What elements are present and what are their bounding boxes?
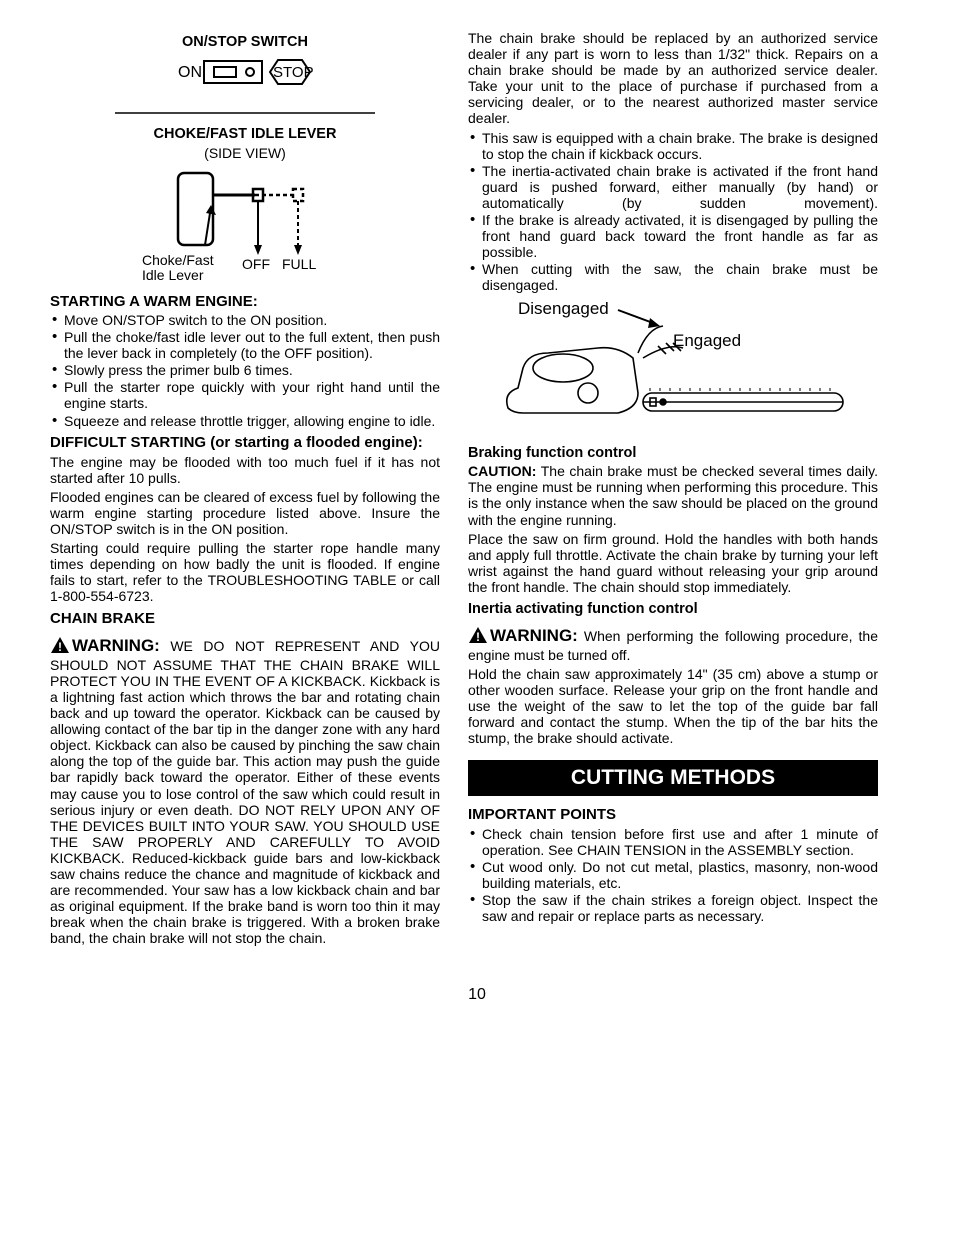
- svg-text:OFF: OFF: [242, 256, 270, 272]
- inertia-warning: ! WARNING: When performing the following…: [468, 626, 878, 663]
- important-list: Check chain tension before first use and…: [468, 826, 878, 925]
- list-item: Stop the saw if the chain strikes a fore…: [468, 892, 878, 924]
- switch-block: ON/STOP SWITCH ON STOP: [50, 34, 440, 118]
- right-column: The chain brake should be replaced by an…: [468, 30, 878, 950]
- svg-text:!: !: [476, 630, 480, 644]
- switch-title: ON/STOP SWITCH: [50, 34, 440, 51]
- choke-diagram: Choke/Fast Idle Lever OFF FULL: [50, 165, 440, 288]
- list-item: When cutting with the saw, the chain bra…: [468, 261, 878, 293]
- list-item: Pull the starter rope quickly with your …: [50, 379, 440, 411]
- choke-block: CHOKE/FAST IDLE LEVER (SIDE VIEW): [50, 126, 440, 288]
- chain-brake-title: CHAIN BRAKE: [50, 610, 440, 627]
- brake-diagram: Disengaged Engaged: [488, 298, 878, 441]
- warning-label: WARNING:: [72, 636, 160, 655]
- difficult-p3: Starting could require pulling the start…: [50, 540, 440, 604]
- braking-title: Braking function control: [468, 445, 878, 462]
- svg-text:Choke/Fast: Choke/Fast: [142, 252, 214, 268]
- switch-diagram: ON STOP: [50, 55, 440, 98]
- difficult-title: DIFFICULT STARTING (or starting a floode…: [50, 434, 440, 452]
- list-item: Slowly press the primer bulb 6 times.: [50, 362, 440, 378]
- page-container: ON/STOP SWITCH ON STOP CHOKE/FAST IDLE L…: [0, 0, 954, 980]
- svg-text:FULL: FULL: [282, 256, 316, 272]
- svg-text:!: !: [58, 640, 62, 654]
- chain-warning: ! WARNING: WE DO NOT REPRESENT AND YOU S…: [50, 636, 440, 947]
- disengaged-label: Disengaged: [518, 299, 609, 318]
- difficult-p1: The engine may be flooded with too much …: [50, 454, 440, 486]
- brake-list: This saw is equipped with a chain brake.…: [468, 130, 878, 294]
- warning-label: WARNING:: [490, 626, 578, 645]
- list-item: If the brake is already activated, it is…: [468, 212, 878, 260]
- warm-title: STARTING A WARM ENGINE:: [50, 293, 440, 310]
- inertia-title: Inertia activating function control: [468, 601, 878, 618]
- warning-icon: !: [468, 626, 488, 647]
- warm-list: Move ON/STOP switch to the ON position. …: [50, 312, 440, 429]
- caution-para: CAUTION: The chain brake must be checked…: [468, 463, 878, 527]
- switch-on-text: ON: [178, 64, 202, 81]
- list-item: Check chain tension before first use and…: [468, 826, 878, 858]
- braking-p1: Place the saw on firm ground. Hold the h…: [468, 531, 878, 595]
- list-item: Move ON/STOP switch to the ON position.: [50, 312, 440, 328]
- intro: The chain brake should be replaced by an…: [468, 30, 878, 127]
- choke-title: CHOKE/FAST IDLE LEVER: [50, 126, 440, 143]
- svg-text:Idle Lever: Idle Lever: [142, 267, 204, 283]
- important-title: IMPORTANT POINTS: [468, 806, 878, 823]
- page-number: 10: [0, 986, 954, 1004]
- warning-icon: !: [50, 636, 70, 657]
- engaged-label: Engaged: [673, 331, 741, 350]
- inertia-p1: Hold the chain saw approximately 14" (35…: [468, 666, 878, 746]
- list-item: Squeeze and release throttle trigger, al…: [50, 413, 440, 429]
- switch-stop-text: STOP: [273, 64, 314, 81]
- list-item: This saw is equipped with a chain brake.…: [468, 130, 878, 162]
- list-item: The inertia-activated chain brake is act…: [468, 163, 878, 211]
- list-item: Pull the choke/fast idle lever out to th…: [50, 329, 440, 361]
- left-column: ON/STOP SWITCH ON STOP CHOKE/FAST IDLE L…: [50, 30, 440, 950]
- difficult-p2: Flooded engines can be cleared of excess…: [50, 489, 440, 537]
- list-item: Cut wood only. Do not cut metal, plastic…: [468, 859, 878, 891]
- chain-warning-body: WE DO NOT REPRESENT AND YOU SHOULD NOT A…: [50, 638, 440, 947]
- choke-side: (SIDE VIEW): [50, 145, 440, 161]
- cutting-banner: CUTTING METHODS: [468, 760, 878, 796]
- caution-label: CAUTION:: [468, 463, 536, 479]
